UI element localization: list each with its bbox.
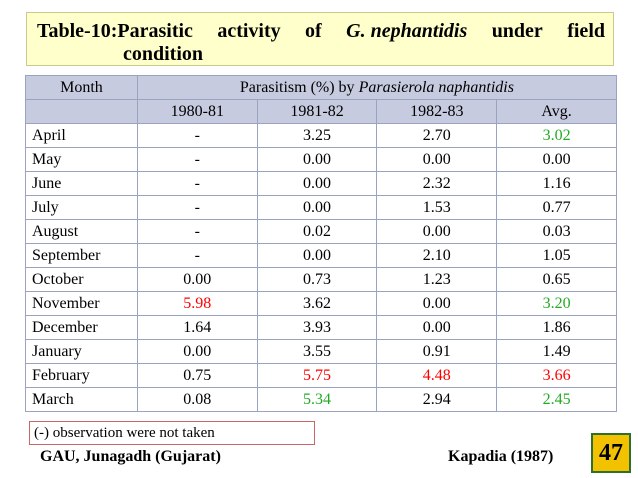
value-cell: 0.00: [256, 171, 378, 196]
avg-cell: 0.65: [496, 267, 617, 292]
value-cell: 0.00: [136, 267, 258, 292]
title-word: field: [567, 20, 605, 42]
avg-cell: 1.16: [496, 171, 617, 196]
value-cell: 0.00: [256, 195, 378, 220]
parasitoid-name: Parasierola naphantidis: [358, 78, 514, 96]
value-cell: -: [136, 147, 258, 172]
month-cell: August: [25, 219, 138, 244]
value-cell: 0.75: [136, 363, 258, 388]
avg-header: Avg.: [496, 99, 617, 124]
value-cell: 2.10: [376, 243, 498, 268]
value-cell: 2.94: [376, 387, 498, 412]
title-species: G. nephantidis: [346, 20, 468, 42]
month-cell: January: [25, 339, 138, 364]
avg-cell: 3.02: [496, 123, 617, 148]
parasitism-header: Parasitism (%) by Parasierola naphantidi…: [136, 75, 618, 100]
value-cell: 0.00: [376, 219, 498, 244]
month-header: Month: [25, 75, 138, 100]
table-row: May -0.00 0.00 0.00: [25, 147, 617, 172]
table-row: September -0.00 2.10 1.05: [25, 243, 617, 268]
title-word: activity: [217, 20, 281, 42]
value-cell: -: [136, 195, 258, 220]
avg-cell: 0.03: [496, 219, 617, 244]
title-word: under: [491, 20, 543, 42]
month-cell: July: [25, 195, 138, 220]
title-line-2: condition: [123, 43, 204, 65]
parasitism-header-prefix: Parasitism (%) by: [239, 78, 359, 96]
parasitism-table: Month Parasitism (%) by Parasierola naph…: [25, 75, 618, 412]
year-header: 1980-81: [136, 99, 258, 124]
table-header-row: Month Parasitism (%) by Parasierola naph…: [25, 75, 618, 100]
value-cell: 0.91: [376, 339, 498, 364]
table-row: April -3.25 2.70 3.02: [25, 123, 617, 148]
month-cell: November: [25, 291, 138, 316]
avg-cell: 0.77: [496, 195, 617, 220]
title-word: Table-10:Parasitic: [37, 20, 193, 42]
table-row: November 5.98 3.62 0.00 3.20: [25, 291, 617, 316]
value-cell: 5.75: [256, 363, 378, 388]
year-header: 1982-83: [376, 99, 498, 124]
slide-title: Table-10:Parasitic activity of G. nephan…: [26, 12, 614, 66]
table-row: January 0.00 3.55 0.91 1.49: [25, 339, 617, 364]
month-cell: March: [25, 387, 138, 412]
value-cell: 5.34: [256, 387, 378, 412]
blank-header-cell: [25, 99, 138, 124]
month-cell: September: [25, 243, 138, 268]
value-cell: 1.53: [376, 195, 498, 220]
value-cell: 3.62: [256, 291, 378, 316]
month-cell: December: [25, 315, 138, 340]
value-cell: 4.48: [376, 363, 498, 388]
month-cell: February: [25, 363, 138, 388]
avg-cell: 1.05: [496, 243, 617, 268]
table-row: March 0.08 5.34 2.94 2.45: [25, 387, 617, 412]
year-header-row: 1980-81 1981-82 1982-83 Avg.: [25, 99, 617, 124]
table-row: July -0.00 1.53 0.77: [25, 195, 617, 220]
value-cell: 2.32: [376, 171, 498, 196]
value-cell: -: [136, 123, 258, 148]
table-row: October 0.00 0.73 1.23 0.65: [25, 267, 617, 292]
value-cell: 0.00: [256, 147, 378, 172]
year-header: 1981-82: [256, 99, 378, 124]
value-cell: 1.64: [136, 315, 258, 340]
value-cell: 5.98: [136, 291, 258, 316]
value-cell: 3.25: [256, 123, 378, 148]
month-cell: June: [25, 171, 138, 196]
value-cell: 3.55: [256, 339, 378, 364]
avg-cell: 3.20: [496, 291, 617, 316]
value-cell: 0.73: [256, 267, 378, 292]
citation-label: Kapadia (1987): [448, 448, 554, 465]
table-row: December 1.64 3.93 0.00 1.86: [25, 315, 617, 340]
value-cell: -: [136, 171, 258, 196]
avg-cell: 1.49: [496, 339, 617, 364]
table-row: August -0.02 0.00 0.03: [25, 219, 617, 244]
month-cell: October: [25, 267, 138, 292]
footnote: (-) observation were not taken: [29, 421, 315, 445]
value-cell: 3.93: [256, 315, 378, 340]
month-cell: May: [25, 147, 138, 172]
value-cell: 0.08: [136, 387, 258, 412]
value-cell: 0.02: [256, 219, 378, 244]
value-cell: 1.23: [376, 267, 498, 292]
avg-cell: 3.66: [496, 363, 617, 388]
table-row: February 0.75 5.75 4.48 3.66: [25, 363, 617, 388]
avg-cell: 0.00: [496, 147, 617, 172]
avg-cell: 2.45: [496, 387, 617, 412]
title-line-1: Table-10:Parasitic activity of G. nephan…: [37, 20, 605, 42]
value-cell: -: [136, 243, 258, 268]
value-cell: 0.00: [256, 243, 378, 268]
value-cell: 0.00: [376, 291, 498, 316]
month-cell: April: [25, 123, 138, 148]
title-word: of: [305, 20, 322, 42]
value-cell: 2.70: [376, 123, 498, 148]
avg-cell: 1.86: [496, 315, 617, 340]
institution-label: GAU, Junagadh (Gujarat): [40, 448, 221, 465]
value-cell: 0.00: [136, 339, 258, 364]
table-row: June -0.00 2.32 1.16: [25, 171, 617, 196]
value-cell: 0.00: [376, 147, 498, 172]
value-cell: 0.00: [376, 315, 498, 340]
value-cell: -: [136, 219, 258, 244]
page-number-badge: 47: [591, 433, 631, 473]
